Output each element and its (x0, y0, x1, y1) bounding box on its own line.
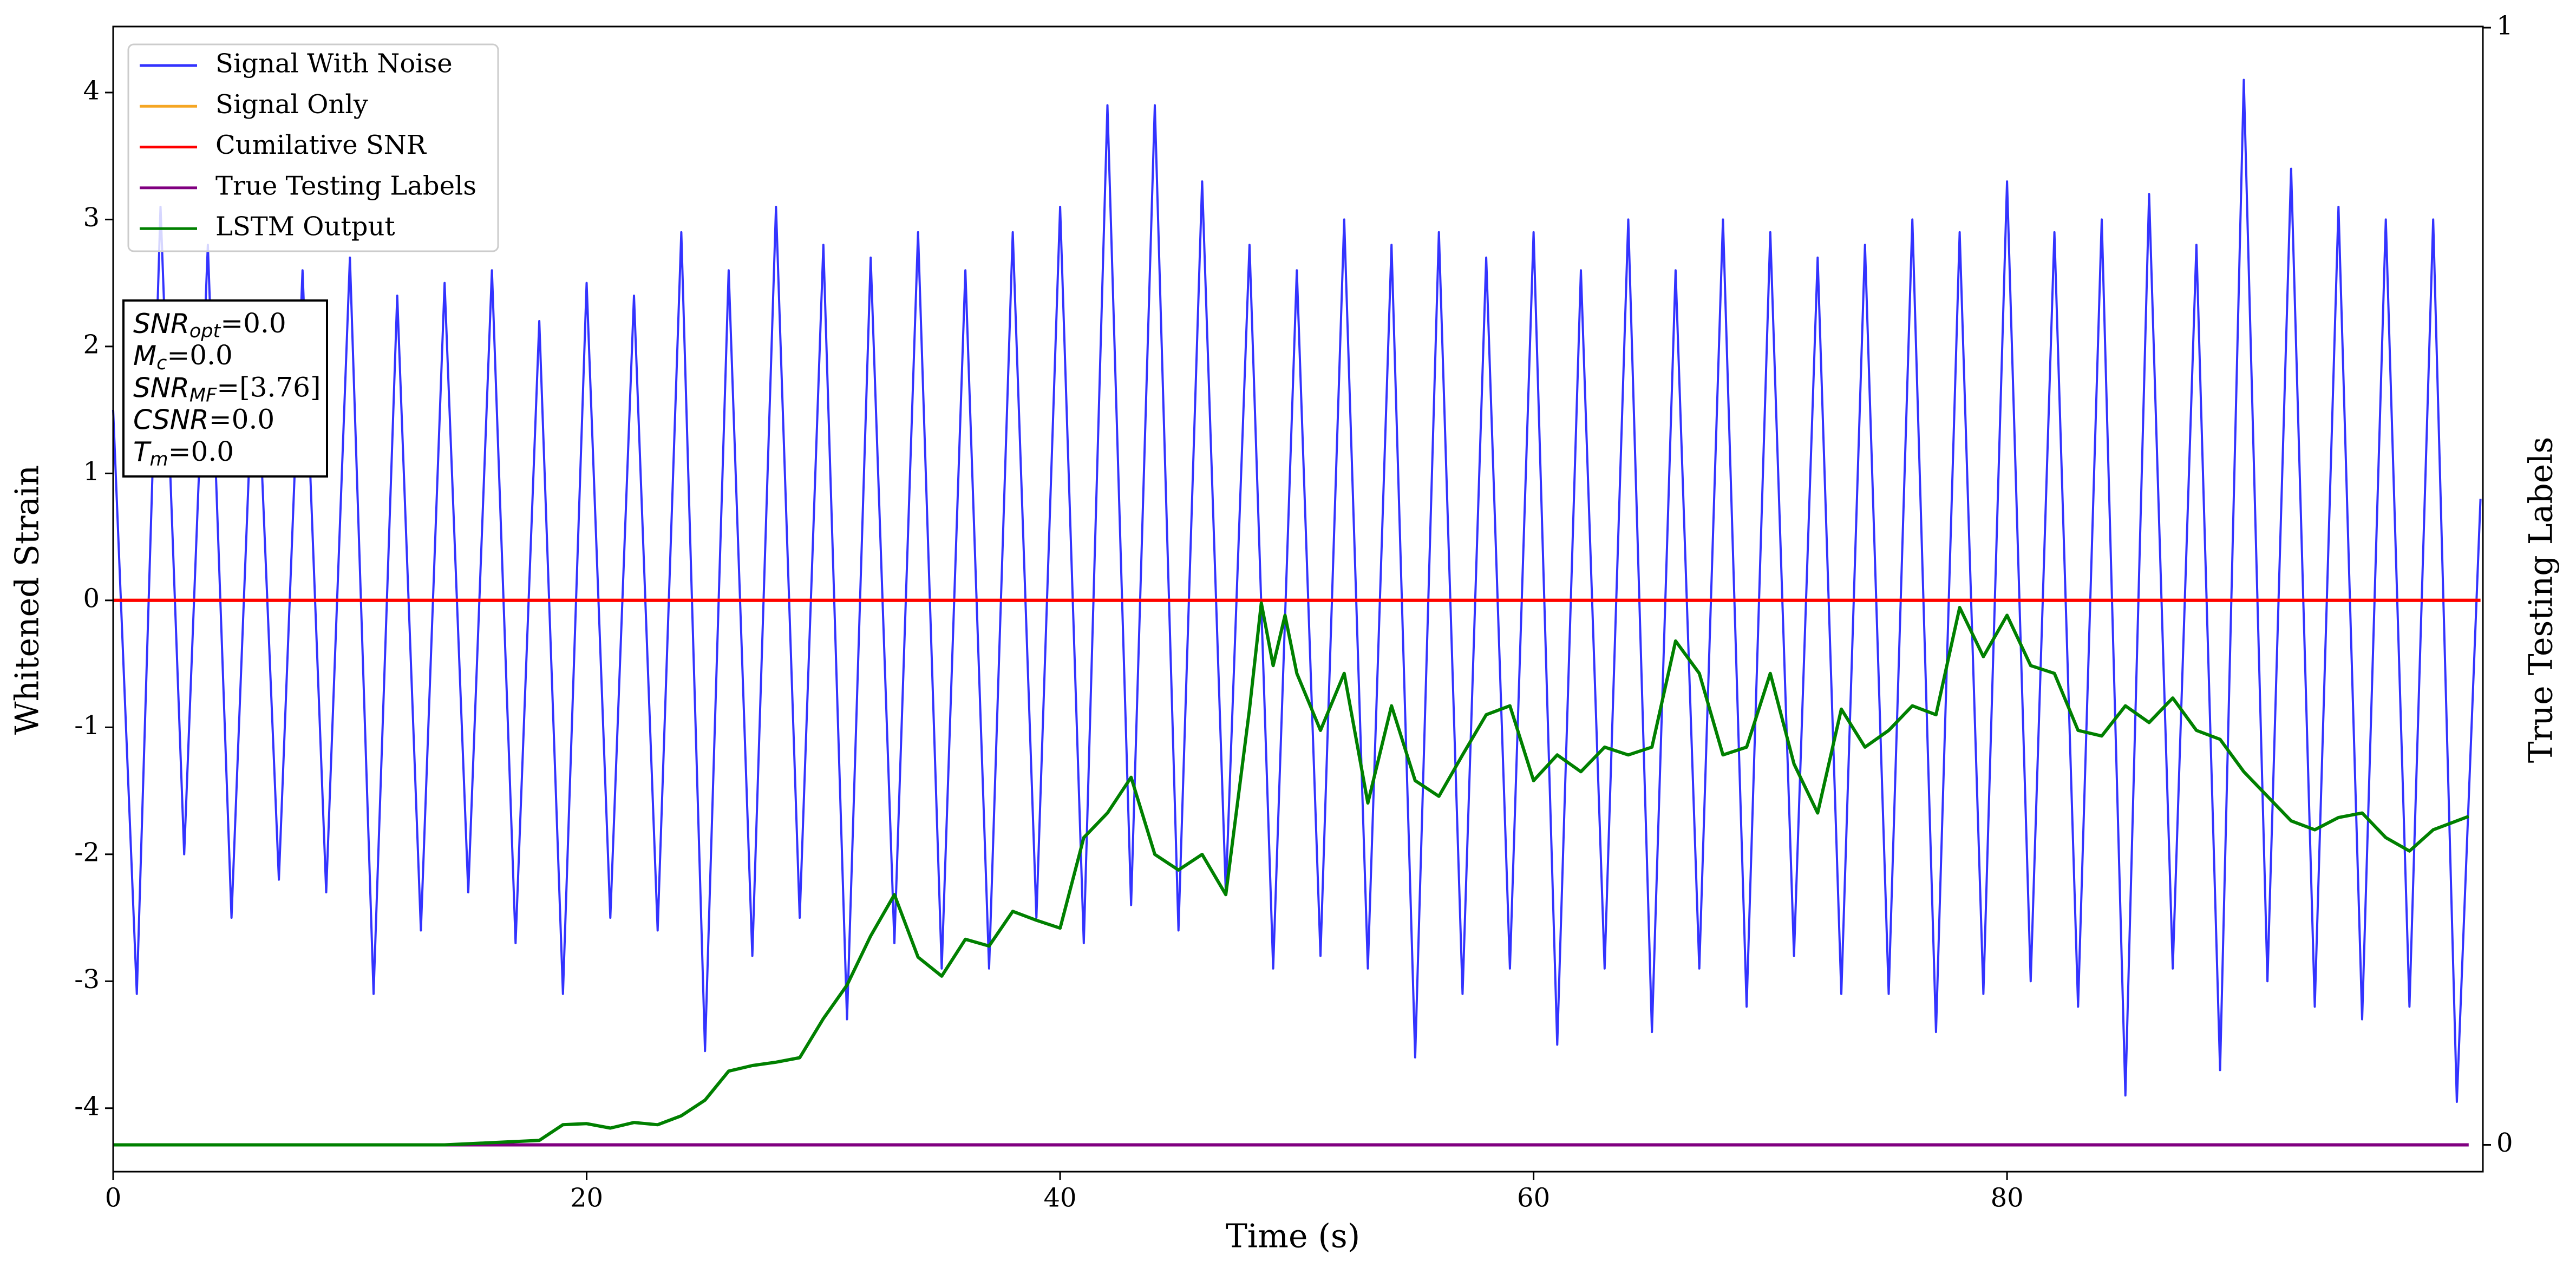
annotation-line: CSNR=0.0 (133, 404, 274, 436)
annotation-text: =0.0 (168, 436, 234, 467)
y-tick-label: -3 (74, 964, 100, 995)
legend: Signal With Noise Signal Only Cumilative S… (127, 43, 499, 252)
legend-label: Cumilative SNR (215, 130, 427, 160)
y-axis-label: Whitened Strain (9, 465, 47, 735)
legend-label: LSTM Output (215, 212, 395, 242)
annotation-frame (122, 299, 328, 478)
legend-label: Signal Only (215, 89, 368, 120)
annotation-subscript: c (156, 352, 167, 374)
x-tick-label: 60 (1517, 1183, 1550, 1213)
annotation-symbol: T (133, 436, 152, 467)
annotation-text: =0.0 (220, 308, 286, 339)
annotation-text: =0.0 (167, 339, 232, 371)
annotation-symbol: CSNR (133, 404, 209, 435)
annotation-text: =[3.76] (217, 371, 321, 403)
y-tick-label: 4 (83, 75, 100, 106)
annotation-subscript: m (150, 449, 168, 471)
annotation-symbol: SNR (133, 308, 189, 339)
y-tick-label: 0 (83, 583, 100, 613)
x-tick-label: 20 (570, 1183, 603, 1213)
annotation-line: Tm=0.0 (133, 436, 234, 471)
plot-area (112, 79, 2482, 1147)
y-tick-label: -2 (74, 837, 100, 867)
legend-box (127, 43, 499, 252)
annotation-text: =0.0 (209, 404, 274, 435)
y2-axis-label: True Testing Labels (2522, 437, 2560, 763)
series-line (112, 79, 2482, 1103)
y-tick-label: -4 (74, 1091, 100, 1121)
y-tick-label: -1 (74, 710, 100, 741)
annotation-symbol: M (133, 340, 156, 371)
x-tick-label: 80 (1991, 1183, 2024, 1213)
axes-frame (112, 25, 2484, 1173)
annotation-box: SNRopt=0.0Mc=0.0SNRMF=[3.76]CSNR=0.0Tm=0… (122, 299, 328, 478)
legend-label: Signal With Noise (215, 49, 453, 79)
series-line (113, 601, 2469, 1147)
annotation-line: SNRopt=0.0 (133, 308, 286, 342)
annotation-line: SNRMF=[3.76] (133, 371, 321, 406)
y-tick-label: 3 (83, 202, 100, 233)
y-tick-label: 1 (83, 456, 100, 487)
y2-tick-label: 1 (2496, 11, 2513, 41)
y2-tick-label: 0 (2496, 1128, 2513, 1158)
legend-label: True Testing Labels (215, 171, 476, 201)
y-tick-label: 2 (83, 329, 100, 360)
x-axis-label: Time (s) (1226, 1218, 1360, 1256)
annotation-subscript: MF (189, 384, 217, 406)
x-tick-label: 0 (105, 1183, 122, 1213)
x-tick-label: 40 (1044, 1183, 1077, 1213)
annotation-symbol: SNR (133, 372, 189, 403)
annotation-line: Mc=0.0 (133, 339, 233, 374)
annotation-subscript: opt (189, 321, 221, 342)
